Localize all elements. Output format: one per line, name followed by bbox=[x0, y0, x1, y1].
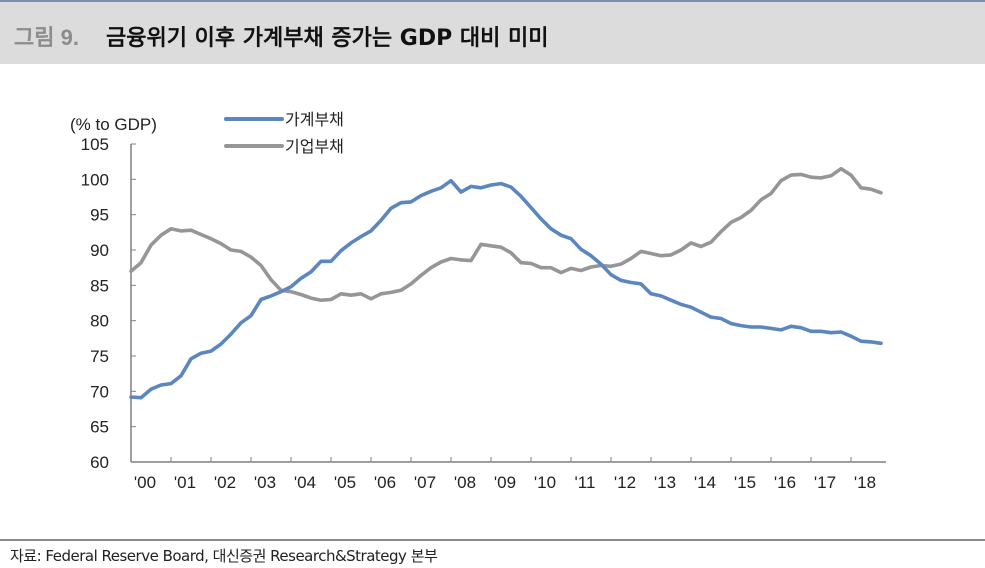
source-note: 자료: Federal Reserve Board, 대신증권 Research… bbox=[10, 547, 438, 565]
household-debt-line bbox=[129, 178, 883, 400]
figure-number: 그림 9. bbox=[14, 25, 79, 50]
series-layer bbox=[129, 166, 883, 400]
x-tick-label: '12 bbox=[614, 473, 636, 492]
x-tick-label: '15 bbox=[734, 473, 756, 492]
top-rule bbox=[0, 0, 985, 2]
x-tick-label: '03 bbox=[254, 473, 276, 492]
x-tick-label: '06 bbox=[374, 473, 396, 492]
title-bar: 그림 9. 금융위기 이후 가계부채 증가는 GDP 대비 미미 bbox=[0, 2, 985, 64]
y-tick-label: 65 bbox=[90, 418, 109, 437]
x-tick-label: '08 bbox=[454, 473, 476, 492]
y-tick-label: 70 bbox=[90, 382, 109, 401]
x-tick-label: '18 bbox=[854, 473, 876, 492]
y-tick-label: 75 bbox=[90, 347, 109, 366]
y-tick-label: 60 bbox=[90, 453, 109, 472]
x-tick-label: '10 bbox=[534, 473, 556, 492]
bottom-rule bbox=[0, 539, 985, 541]
chart-title: 금융위기 이후 가계부채 증가는 GDP 대비 미미 bbox=[106, 26, 549, 51]
y-tick-label: 80 bbox=[90, 312, 109, 331]
corporate-debt-line bbox=[129, 166, 883, 303]
x-tick-label: '16 bbox=[774, 473, 796, 492]
x-axis: '00 '01 '02 '03 '04 '05 '06 '07 '08 '09 '10 '11 '12 '… bbox=[130, 457, 886, 492]
legend-label-corporate: 기업부채 bbox=[285, 137, 344, 156]
x-tick-label: '07 bbox=[414, 473, 436, 492]
x-tick-label: '11 bbox=[575, 473, 596, 492]
x-tick-label: '09 bbox=[494, 473, 516, 492]
x-tick-label: '01 bbox=[174, 473, 196, 492]
line-chart: (% to GDP) 가계부채 기업부채 60 65 70 75 80 85 90 95 100… bbox=[70, 110, 886, 492]
x-tick-label: '13 bbox=[654, 473, 676, 492]
x-tick-label: '04 bbox=[294, 473, 316, 492]
y-tick-label: 95 bbox=[90, 206, 109, 225]
x-tick-label: '02 bbox=[214, 473, 236, 492]
x-tick-label: '00 bbox=[134, 473, 156, 492]
y-axis: 60 65 70 75 80 85 90 95 100 105 bbox=[81, 135, 136, 472]
legend: 가계부채 기업부채 bbox=[224, 110, 344, 156]
y-tick-label: 85 bbox=[90, 276, 109, 295]
x-tick-label: '14 bbox=[694, 473, 716, 492]
legend-label-household: 가계부채 bbox=[285, 110, 344, 129]
y-axis-label: (% to GDP) bbox=[70, 115, 157, 134]
x-tick-label: '05 bbox=[334, 473, 356, 492]
x-tick-label: '17 bbox=[814, 473, 836, 492]
y-tick-label: 90 bbox=[90, 241, 109, 260]
y-tick-label: 105 bbox=[81, 135, 109, 154]
y-tick-label: 100 bbox=[81, 170, 109, 189]
